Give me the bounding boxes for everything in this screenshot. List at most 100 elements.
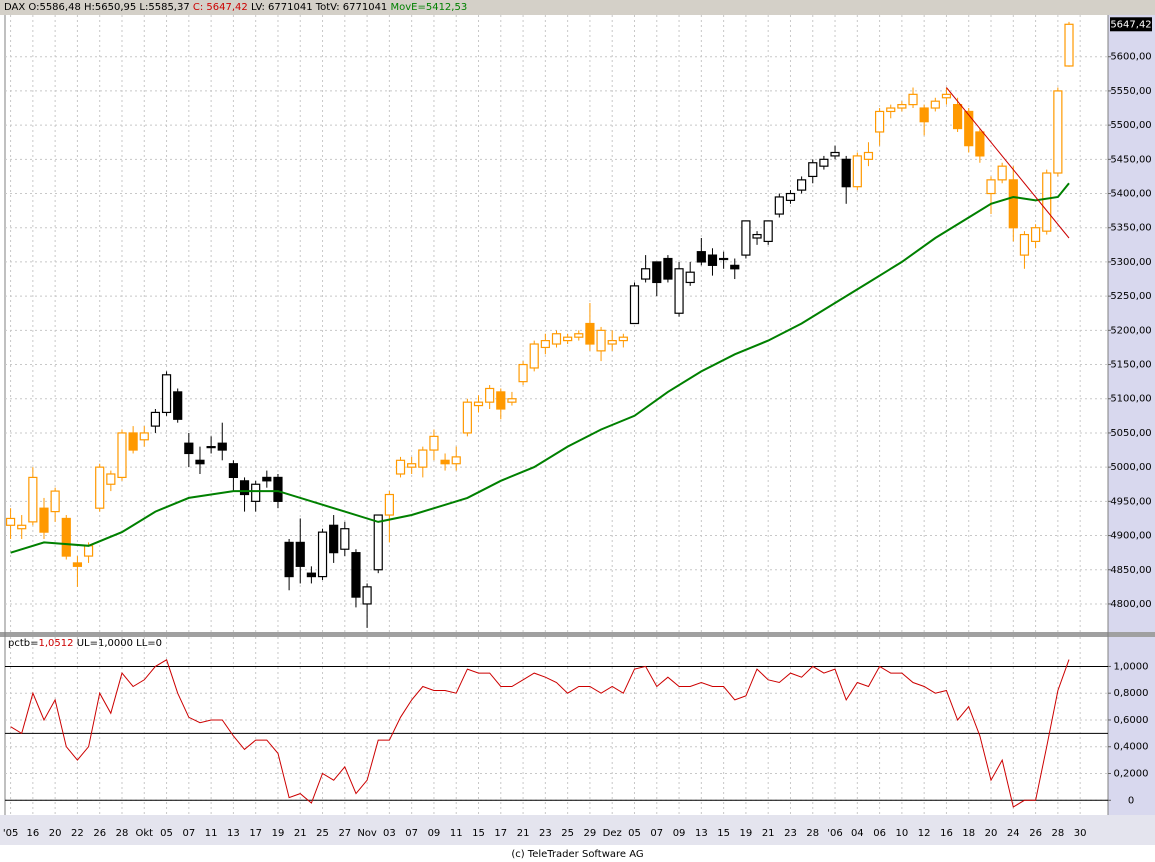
candle-body [496, 391, 506, 410]
candle-body [61, 517, 71, 557]
header: DAX O:5586,48 H:5650,95 L:5585,37 C: 564… [4, 1, 467, 14]
header-close: C: 5647,42 [192, 2, 248, 13]
x-tick-label: 07 [650, 828, 663, 839]
candle-body [563, 336, 573, 342]
candle-body [485, 387, 495, 403]
candle-body [340, 528, 350, 550]
candle-body [440, 459, 450, 465]
x-tick-label: 07 [182, 828, 195, 839]
candle-body [72, 562, 83, 567]
x-tick-label: 06 [873, 828, 886, 839]
header-text: DAX O:5586,48 H:5650,95 L:5585,37 [4, 2, 190, 13]
candle-body [473, 401, 484, 407]
y-tick-label: 4900,00 [1110, 531, 1151, 542]
candle-body [306, 572, 316, 578]
candle-body [763, 220, 773, 243]
x-tick-label: 15 [717, 828, 730, 839]
candle-body [540, 340, 550, 349]
candle-body [239, 480, 250, 496]
candle-body [262, 476, 272, 482]
x-tick-label: 20 [49, 828, 62, 839]
candle-body [1030, 227, 1041, 243]
x-tick-label: 19 [272, 828, 285, 839]
x-tick-label: 11 [205, 828, 218, 839]
candle-body [852, 155, 862, 188]
x-axis-panel [0, 815, 1155, 845]
candle-body [83, 545, 94, 557]
x-tick-label: 11 [450, 828, 463, 839]
candle-body [206, 446, 216, 449]
candle-body [596, 329, 606, 352]
candle-body [106, 473, 116, 485]
footer: (c) TeleTrader Software AG [511, 849, 644, 860]
y-tick-label: 5400,00 [1110, 189, 1151, 200]
candle-body [730, 264, 740, 270]
candle-body [707, 254, 718, 266]
candle-body [1053, 90, 1063, 174]
candle-body [329, 524, 339, 554]
x-tick-label: 04 [851, 828, 864, 839]
y-tick-label: 4850,00 [1110, 565, 1151, 576]
y-tick-label: 5200,00 [1110, 325, 1151, 336]
x-tick-label: 21 [294, 828, 307, 839]
candle-body [529, 343, 539, 369]
header-ma: MovE=5412,53 [390, 2, 468, 13]
candle-body [629, 285, 640, 325]
candle-body [975, 131, 985, 157]
x-tick-label: 23 [784, 828, 797, 839]
candle-body [462, 401, 472, 434]
candle-body [585, 322, 595, 345]
candle-body [618, 336, 628, 342]
candle-body [986, 179, 996, 195]
x-tick-label: 29 [584, 828, 597, 839]
y-tick-label: 5250,00 [1110, 291, 1151, 302]
candle-body [964, 110, 974, 147]
candle-body [117, 432, 127, 479]
x-tick-label: 23 [539, 828, 552, 839]
y-tick-label: 5450,00 [1110, 154, 1151, 165]
y-tick-label: 4950,00 [1110, 496, 1151, 507]
x-tick-label: 28 [1051, 828, 1064, 839]
candle-body [95, 466, 105, 509]
x-tick-label: 17 [249, 828, 262, 839]
x-tick-label: 18 [962, 828, 975, 839]
candle-body [161, 374, 172, 414]
x-tick-label: 25 [316, 828, 329, 839]
candle-body [173, 391, 183, 420]
candle-body [685, 271, 695, 284]
candle-body [418, 449, 428, 468]
x-tick-label: 07 [405, 828, 418, 839]
candle-body [251, 483, 261, 502]
x-tick-label: '06 [827, 828, 842, 839]
price-axis-panel [1108, 15, 1155, 632]
y-tick-label: 1,0000 [1114, 661, 1149, 672]
candle-body [317, 531, 328, 578]
y-tick-label: 5150,00 [1110, 360, 1151, 371]
candle-body [284, 541, 294, 578]
candle-body [652, 261, 662, 284]
x-tick-label: 28 [806, 828, 819, 839]
x-tick-label: 28 [116, 828, 129, 839]
x-tick-label: 12 [918, 828, 931, 839]
indicator-value: 1,0512 [38, 638, 74, 649]
y-tick-label: 0,2000 [1114, 769, 1149, 780]
y-tick-label: 5500,00 [1110, 120, 1151, 131]
y-tick-label: 5050,00 [1110, 428, 1151, 439]
header-bar [0, 0, 1155, 15]
candle-body [574, 333, 584, 338]
panel-separator [0, 632, 1155, 637]
x-tick-label: 21 [762, 828, 775, 839]
candle-body [507, 398, 517, 403]
last-price-label: 5647,42 [1110, 19, 1151, 30]
candle-body [39, 507, 49, 533]
candle-body [941, 93, 952, 99]
candle-body [217, 442, 227, 451]
candle-body [184, 442, 194, 455]
moving-average-line [10, 182, 1070, 554]
candle-body [1064, 23, 1074, 67]
candle-body [641, 268, 651, 280]
x-tick-label: 17 [494, 828, 507, 839]
candle-body [351, 552, 361, 598]
